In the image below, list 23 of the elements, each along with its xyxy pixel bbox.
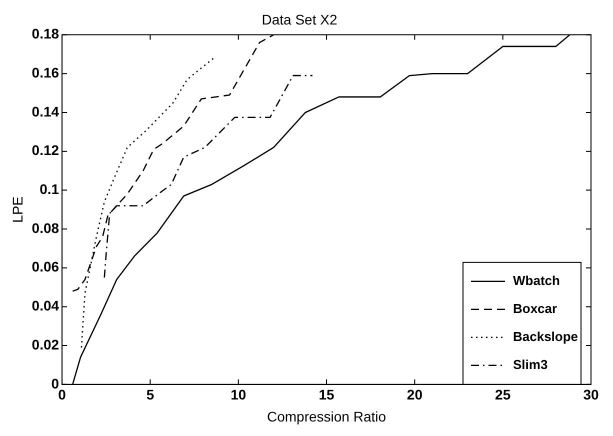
legend-label: Wbatch <box>513 272 560 288</box>
x-tick-label: 30 <box>583 386 599 403</box>
legend-label: Boxcar <box>513 300 558 316</box>
y-tick-label: 0.08 <box>32 220 60 236</box>
y-tick-label: 0.02 <box>32 336 60 352</box>
x-tick-label: 25 <box>495 386 511 403</box>
y-tick-label: 0.16 <box>32 64 60 81</box>
legend-label: Slim3 <box>513 356 548 372</box>
y-tick-label: 0.06 <box>32 258 60 275</box>
x-tick-label: 15 <box>318 386 335 403</box>
y-tick-label: 0.1 <box>40 181 60 198</box>
y-tick-label: 0.04 <box>32 298 60 314</box>
y-tick-label: 0.14 <box>32 103 60 120</box>
x-axis-title: Compression Ratio <box>266 408 386 424</box>
y-tick-label: 0.12 <box>32 142 60 158</box>
x-tick-label: 20 <box>406 386 423 403</box>
legend-label: Backslope <box>513 328 578 344</box>
chart-title: Data Set X2 <box>262 11 338 28</box>
y-tick-label: 0.18 <box>32 26 60 42</box>
x-tick-label: 5 <box>146 386 154 403</box>
y-axis-title: LPE <box>9 196 26 223</box>
y-tick-label: 0 <box>51 375 60 392</box>
x-tick-label: 10 <box>230 386 246 403</box>
